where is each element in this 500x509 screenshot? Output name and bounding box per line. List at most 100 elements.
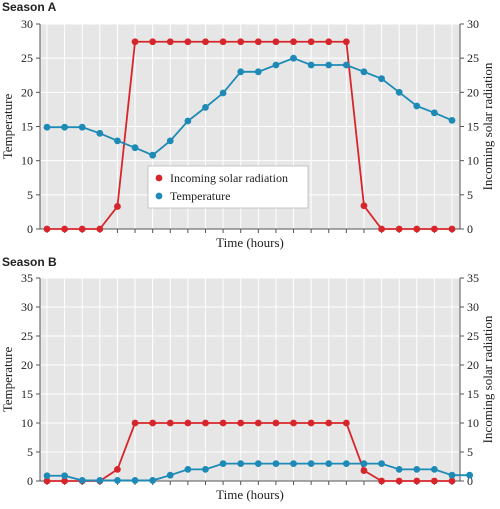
y-tick-label-left: 30 <box>21 300 33 314</box>
y-axis-title-left: Temperature <box>0 94 15 160</box>
y-tick-label-left: 10 <box>21 154 33 168</box>
panel-title: Season A <box>2 0 57 14</box>
data-point-incoming-solar-radiation <box>395 225 403 233</box>
y-tick-label-left: 25 <box>21 329 33 343</box>
data-point-incoming-solar-radiation <box>272 419 280 427</box>
legend-label: Temperature <box>170 189 230 203</box>
data-point-incoming-solar-radiation <box>413 225 421 233</box>
panel-season-b: 0 0 5 5 10 10 15 15 20 20 25 25 30 30 35 35 Season B Time… <box>0 255 495 502</box>
y-axis-title-right: Incoming solar radiation <box>480 315 495 443</box>
data-point-temperature <box>290 460 297 467</box>
data-point-incoming-solar-radiation <box>219 419 227 427</box>
y-tick-label-right: 20 <box>467 358 479 372</box>
data-point-incoming-solar-radiation <box>237 419 245 427</box>
data-point-incoming-solar-radiation <box>342 38 350 46</box>
y-tick-label-right: 30 <box>467 300 479 314</box>
y-tick-label-left: 20 <box>21 85 33 99</box>
data-point-temperature <box>342 460 350 467</box>
data-point-temperature <box>378 75 385 83</box>
data-point-temperature <box>184 117 192 125</box>
data-point-temperature <box>96 129 104 137</box>
data-point-temperature <box>395 466 403 473</box>
y-tick-label-right: 15 <box>467 120 479 134</box>
data-point-incoming-solar-radiation <box>114 203 121 210</box>
data-point-incoming-solar-radiation <box>166 419 174 427</box>
data-point-temperature <box>395 88 403 96</box>
data-point-incoming-solar-radiation <box>395 477 403 485</box>
y-tick-label-left: 0 <box>27 474 33 488</box>
data-point-temperature <box>78 123 86 131</box>
data-point-temperature <box>254 460 262 467</box>
data-point-temperature <box>149 477 157 484</box>
data-point-temperature <box>96 477 104 484</box>
legend-box <box>147 165 309 209</box>
data-point-incoming-solar-radiation <box>78 225 86 233</box>
y-tick-label-right: 5 <box>467 188 473 202</box>
data-point-temperature <box>166 137 174 145</box>
data-point-incoming-solar-radiation <box>325 419 333 427</box>
data-point-incoming-solar-radiation <box>131 419 139 427</box>
data-point-incoming-solar-radiation <box>149 38 157 46</box>
data-point-temperature <box>430 109 438 117</box>
data-point-temperature <box>131 144 139 152</box>
y-axis-title-left: Temperature <box>0 347 15 413</box>
data-point-temperature <box>202 103 209 111</box>
data-point-temperature <box>219 460 227 467</box>
data-point-temperature <box>413 102 421 110</box>
data-point-temperature <box>78 477 86 484</box>
data-point-temperature <box>360 460 368 467</box>
data-point-incoming-solar-radiation <box>166 38 174 46</box>
y-tick-label-right: 30 <box>467 17 479 31</box>
y-tick-label-right: 5 <box>467 445 473 459</box>
data-point-incoming-solar-radiation <box>202 38 209 46</box>
data-point-temperature <box>131 477 139 484</box>
data-point-incoming-solar-radiation <box>61 225 69 233</box>
x-axis-title: Time (hours) <box>216 487 284 502</box>
data-point-incoming-solar-radiation <box>184 419 192 427</box>
y-axis-title-right: Incoming solar radiation <box>480 62 495 190</box>
data-point-incoming-solar-radiation <box>430 225 438 233</box>
data-point-temperature <box>325 61 333 69</box>
data-point-incoming-solar-radiation <box>342 419 350 427</box>
data-point-incoming-solar-radiation <box>254 38 262 46</box>
data-point-temperature <box>219 89 227 97</box>
data-point-incoming-solar-radiation <box>378 477 385 485</box>
data-point-incoming-solar-radiation <box>307 419 315 427</box>
data-point-incoming-solar-radiation <box>360 467 368 474</box>
data-point-incoming-solar-radiation <box>96 225 104 233</box>
data-point-temperature <box>307 460 315 467</box>
data-point-incoming-solar-radiation <box>448 225 456 233</box>
data-point-incoming-solar-radiation <box>360 202 368 210</box>
y-tick-label-left: 5 <box>27 188 33 202</box>
data-point-temperature <box>202 466 209 473</box>
data-point-temperature <box>237 68 245 76</box>
data-point-temperature <box>43 472 51 480</box>
panel-season-a: 0 0 5 5 10 10 15 15 20 20 25 25 30 30 Season A Time (ho… <box>0 0 495 250</box>
data-point-incoming-solar-radiation <box>254 419 262 427</box>
data-point-temperature <box>184 466 192 473</box>
data-point-incoming-solar-radiation <box>149 419 157 427</box>
data-point-incoming-solar-radiation <box>378 225 385 233</box>
data-point-incoming-solar-radiation <box>272 38 280 46</box>
panel-title: Season B <box>2 255 57 269</box>
data-point-incoming-solar-radiation <box>202 419 209 427</box>
data-point-temperature <box>378 460 385 467</box>
data-point-incoming-solar-radiation <box>290 419 297 427</box>
y-tick-label-right: 0 <box>467 222 473 236</box>
data-point-incoming-solar-radiation <box>413 477 421 485</box>
data-point-incoming-solar-radiation <box>307 38 315 46</box>
y-tick-label-left: 15 <box>21 120 33 134</box>
y-tick-label-right: 25 <box>467 51 479 65</box>
y-tick-label-left: 30 <box>21 17 33 31</box>
y-tick-label-left: 25 <box>21 51 33 65</box>
data-point-temperature <box>448 471 456 479</box>
data-point-incoming-solar-radiation <box>43 225 51 233</box>
data-point-temperature <box>149 151 157 159</box>
data-point-temperature <box>466 471 474 479</box>
data-point-temperature <box>272 460 280 467</box>
y-tick-label-right: 20 <box>467 85 479 99</box>
data-point-incoming-solar-radiation <box>219 38 227 46</box>
y-tick-label-left: 20 <box>21 358 33 372</box>
